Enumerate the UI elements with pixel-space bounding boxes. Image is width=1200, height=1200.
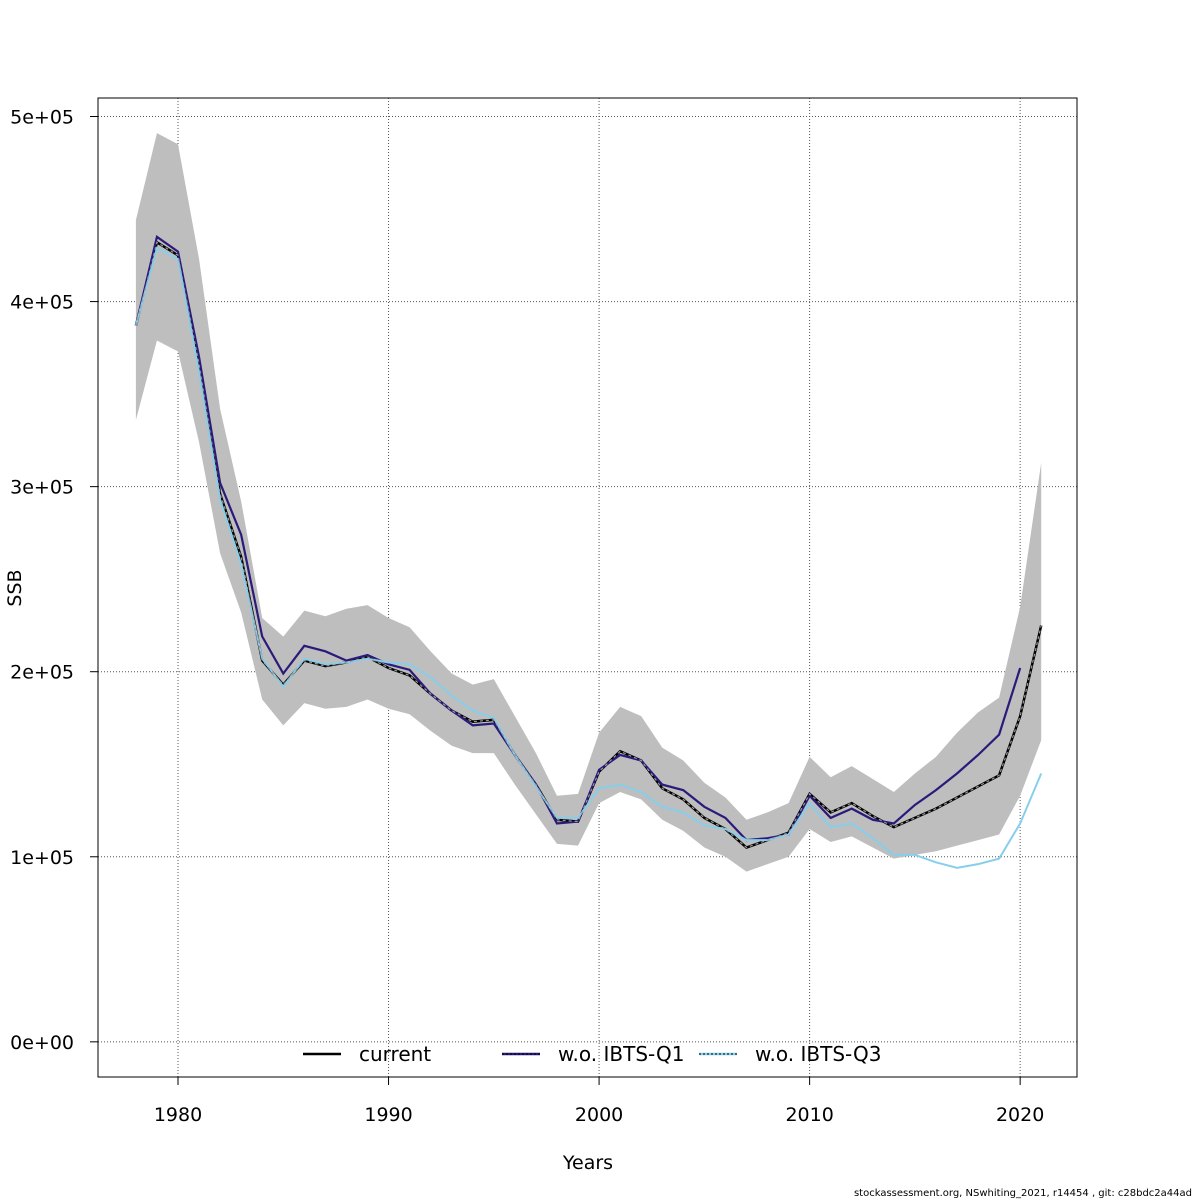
y-tick-label-3e+05: 3e+05 [10,477,74,499]
confidence-band-layer [135,133,1042,872]
x-axis: 1980 1990 2000 2010 2020 [154,1077,1044,1126]
confidence-band [135,133,1042,872]
y-tick-label-5e+05: 5e+05 [10,107,74,129]
legend-item-current: current [303,1042,431,1066]
legend: current w.o. IBTS-Q1 w.o. IBTS-Q3 [303,1042,881,1066]
legend-label-wo-ibts-q1: w.o. IBTS-Q1 [558,1042,684,1066]
x-tick-label-2000: 2000 [575,1104,623,1126]
legend-item-wo-ibts-q1: w.o. IBTS-Q1 [502,1042,684,1066]
grid-lines [98,98,1077,1077]
plot-frame [97,97,1078,1078]
series-line-wo-ibts-q3 [134,246,1043,869]
x-tick-label-2020: 2020 [996,1104,1044,1126]
legend-label-current: current [359,1042,431,1066]
y-axis-title: SSB [4,569,26,606]
legend-label-wo-ibts-q3: w.o. IBTS-Q3 [755,1042,881,1066]
series-line-current-overlay [135,241,1042,849]
legend-item-wo-ibts-q3: w.o. IBTS-Q3 [699,1042,881,1066]
x-tick-label-2010: 2010 [785,1104,833,1126]
x-axis-title: Years [562,1152,613,1174]
x-tick-label-1990: 1990 [364,1104,412,1126]
y-axis: 0e+00 1e+05 2e+05 3e+05 4e+05 5e+05 [10,107,98,1054]
series-line-current [134,240,1043,849]
series-layer [134,234,1043,869]
y-tick-label-2e+05: 2e+05 [10,662,74,684]
series-line-wo-ibts-q1 [134,234,1022,842]
y-tick-label-4e+05: 4e+05 [10,292,74,314]
y-tick-label-0e+00: 0e+00 [10,1032,74,1054]
x-tick-label-1980: 1980 [154,1104,202,1126]
y-tick-label-1e+05: 1e+05 [10,847,74,869]
footer-credit: stockassessment.org, NSwhiting_2021, r14… [854,1188,1192,1199]
